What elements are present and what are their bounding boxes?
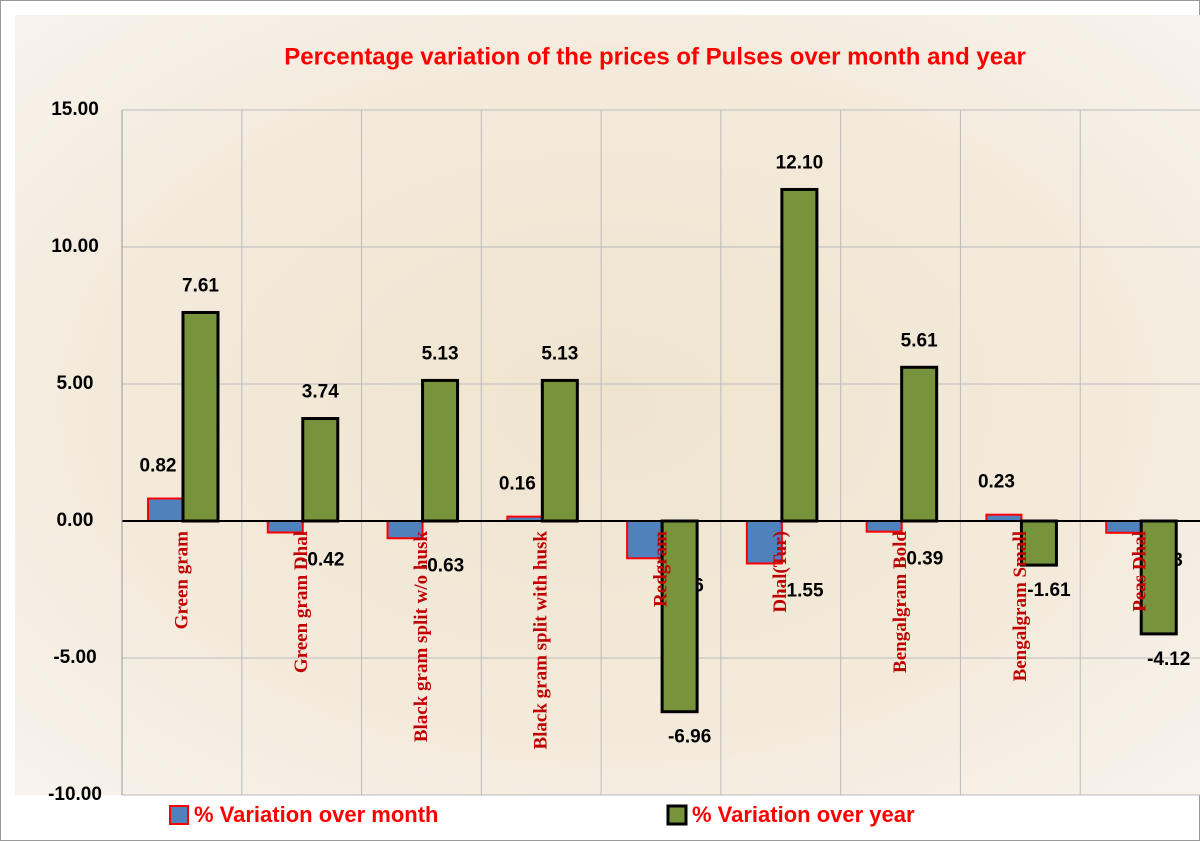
bar xyxy=(1139,519,1178,636)
y-tick-label: 10.00 xyxy=(51,236,99,257)
x-tick-label: Black gram split w/o husk xyxy=(411,531,432,743)
bar xyxy=(266,520,304,534)
value-label: 0.82 xyxy=(140,456,177,477)
value-label: -6.96 xyxy=(668,727,711,748)
value-label: -1.61 xyxy=(1027,580,1071,601)
x-tick-label: Bengalgram Small xyxy=(1010,531,1031,681)
legend-swatch xyxy=(169,805,189,825)
x-tick-label: Green gram Dhal xyxy=(291,531,312,673)
value-label: -0.42 xyxy=(301,550,344,571)
value-label: 0.16 xyxy=(499,474,536,495)
value-label: -4.12 xyxy=(1147,649,1190,670)
bar xyxy=(780,187,819,523)
value-label: 3.74 xyxy=(302,382,339,403)
y-tick-label: 15.00 xyxy=(51,99,99,120)
bar xyxy=(900,365,939,523)
x-tick-label: Dhal(Tur) xyxy=(770,531,791,613)
bar xyxy=(660,519,699,714)
x-tick-label: Peas Dhal xyxy=(1130,531,1151,612)
value-label: 5.13 xyxy=(422,343,459,364)
bar xyxy=(181,310,220,523)
legend-label: % Variation over year xyxy=(692,802,915,827)
x-tick-label: Bengalgram Bold xyxy=(890,531,911,673)
value-label: 0.23 xyxy=(978,472,1015,493)
bar xyxy=(540,378,579,523)
x-tick-label: Black gram split with husk xyxy=(531,531,552,750)
value-label: -1.55 xyxy=(780,580,824,601)
y-tick-label: 5.00 xyxy=(57,373,94,394)
value-label: -0.39 xyxy=(900,549,943,570)
y-tick-label: -10.00 xyxy=(48,784,102,805)
y-tick-label: 0.00 xyxy=(57,510,94,531)
value-label: -0.63 xyxy=(421,555,464,576)
value-label: 12.10 xyxy=(776,152,824,173)
bar xyxy=(626,520,664,560)
bar xyxy=(147,497,184,523)
bar xyxy=(301,417,340,523)
chart-title: Percentage variation of the prices of Pu… xyxy=(284,43,1026,70)
bar xyxy=(865,520,903,533)
legend-label: % Variation over month xyxy=(194,802,439,827)
y-tick-label: -5.00 xyxy=(53,647,96,668)
value-label: 5.61 xyxy=(901,330,938,351)
bar xyxy=(421,378,460,523)
x-tick-label: Green gram xyxy=(171,531,192,629)
value-label: 7.61 xyxy=(182,276,219,297)
x-tick-label: Redgram xyxy=(650,531,671,607)
value-label: 5.13 xyxy=(541,343,578,364)
legend-swatch xyxy=(666,804,688,826)
